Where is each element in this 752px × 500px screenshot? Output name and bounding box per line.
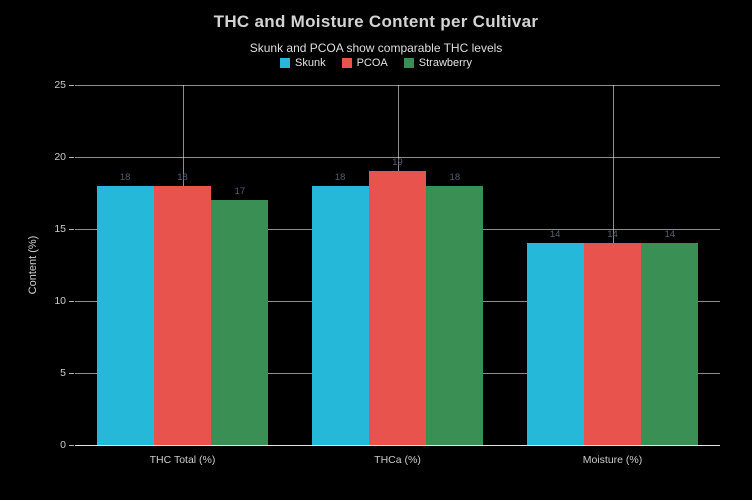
y-tick-mark [69, 229, 74, 230]
bar-value-label: 18 [119, 171, 131, 183]
bar-value-label: 14 [664, 229, 676, 241]
bar-value-label: 14 [549, 229, 561, 241]
y-tick-mark [69, 301, 74, 302]
y-tick-label: 10 [54, 295, 66, 307]
y-tick-mark [69, 373, 74, 374]
bar-pcoa-0[interactable] [153, 185, 212, 445]
horizontal-gridline [75, 157, 720, 158]
bar-value-label: 14 [607, 229, 618, 241]
x-tick-label: Moisture (%) [582, 454, 643, 466]
horizontal-gridline [75, 85, 720, 86]
bar-pcoa-1[interactable] [368, 171, 427, 445]
bar-value-label: 18 [449, 171, 461, 183]
legend-label: PCOA [356, 57, 388, 69]
plot-area: 0 5 10 15 20 25 18 18 14 18 19 14 17 18 14 THC Total (%… [54, 79, 720, 466]
bar-skunk-0[interactable] [96, 185, 154, 445]
bar-strawberry-0[interactable] [211, 200, 269, 445]
bar-skunk-1[interactable] [311, 185, 369, 445]
y-tick-label: 20 [54, 151, 66, 163]
legend-label: Strawberry [418, 57, 472, 69]
bar-value-label: 19 [392, 157, 403, 169]
zero-line [75, 445, 720, 446]
y-tick-mark [69, 85, 74, 86]
legend: Skunk PCOA Strawberry [0, 57, 752, 69]
y-tick-mark [69, 445, 74, 446]
legend-swatch-strawberry-icon [403, 58, 414, 68]
bar-value-label: 17 [234, 186, 246, 198]
legend-item-pcoa[interactable]: PCOA [341, 57, 388, 69]
x-tick-label: THC Total (%) [149, 454, 216, 466]
bar-pcoa-2[interactable] [583, 243, 642, 445]
y-tick-label: 25 [54, 79, 66, 91]
y-tick-label: 5 [60, 367, 66, 379]
legend-swatch-pcoa-icon [341, 58, 352, 68]
legend-label: Skunk [295, 57, 326, 69]
bar-value-label: 18 [177, 171, 188, 183]
bar-skunk-2[interactable] [526, 243, 584, 445]
y-axis-title: Content (%) [27, 235, 39, 295]
chart-subtitle: Skunk and PCOA show comparable THC level… [249, 41, 503, 55]
bar-strawberry-1[interactable] [426, 185, 484, 445]
legend-item-strawberry[interactable]: Strawberry [403, 57, 472, 69]
legend-swatch-skunk-icon [280, 58, 291, 68]
chart-title: THC and Moisture Content per Cultivar [213, 12, 539, 31]
y-tick-label: 0 [60, 439, 66, 451]
bar-strawberry-2[interactable] [641, 243, 699, 445]
y-tick-mark [69, 157, 74, 158]
x-tick-label: THCa (%) [374, 454, 421, 466]
legend-item-skunk[interactable]: Skunk [280, 57, 326, 69]
bar-value-label: 18 [334, 171, 346, 183]
y-tick-label: 15 [54, 223, 66, 235]
